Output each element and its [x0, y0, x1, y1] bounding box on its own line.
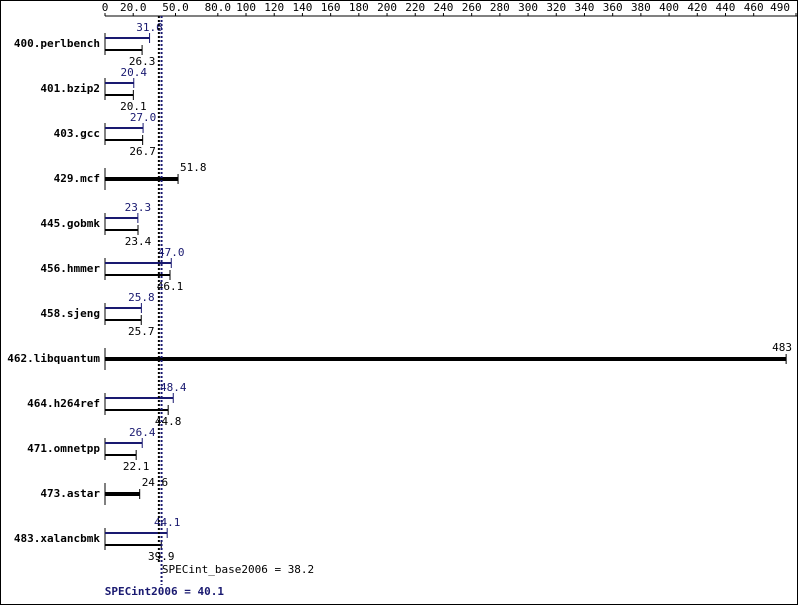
value-label: 26.7 [129, 145, 156, 158]
value-label: 26.3 [129, 55, 156, 68]
value-label: 23.3 [125, 201, 152, 214]
bar [105, 217, 138, 219]
bar [105, 274, 171, 276]
x-tick-label: 440 [716, 1, 736, 14]
x-tick-label: 100 [236, 1, 256, 14]
category-label: 401.bzip2 [40, 82, 100, 95]
value-label: 51.8 [180, 161, 207, 174]
value-label: 25.7 [128, 325, 155, 338]
category-label: 456.hmmer [40, 262, 100, 275]
x-tick-label: 140 [292, 1, 312, 14]
bar [105, 409, 169, 411]
category-label: 473.astar [40, 487, 100, 500]
category-label: 483.xalancbmk [14, 532, 100, 545]
x-tick-label: 0 [102, 1, 109, 14]
bar [105, 544, 162, 546]
x-tick-label: 220 [405, 1, 425, 14]
bar [105, 442, 143, 444]
bar [105, 49, 143, 51]
x-tick-label: 380 [631, 1, 651, 14]
bar [105, 262, 172, 264]
x-tick-label: 320 [546, 1, 566, 14]
value-label: 483 [772, 341, 792, 354]
x-tick-label: 420 [687, 1, 707, 14]
bar [105, 94, 134, 96]
value-label: 31.6 [136, 21, 163, 34]
x-tick-label: 490 [770, 1, 790, 14]
x-tick-label: 180 [349, 1, 369, 14]
bar [105, 454, 137, 456]
bar [105, 319, 142, 321]
bar [105, 307, 142, 309]
bar [105, 229, 138, 231]
category-label: 429.mcf [54, 172, 100, 185]
reference-label: SPECint_base2006 = 38.2 [162, 563, 314, 576]
bar [105, 357, 787, 361]
value-label: 27.0 [130, 111, 157, 124]
x-tick-label: 20.0 [120, 1, 147, 14]
x-tick-label: 160 [321, 1, 341, 14]
bar [105, 127, 144, 129]
x-tick-label: 50.0 [162, 1, 189, 14]
x-tick-label: 460 [744, 1, 764, 14]
value-label: 24.6 [142, 476, 169, 489]
x-tick-label: 260 [462, 1, 482, 14]
x-tick-label: 240 [434, 1, 454, 14]
category-label: 458.sjeng [40, 307, 100, 320]
value-label: 20.1 [120, 100, 147, 113]
x-tick-label: 280 [490, 1, 510, 14]
value-label: 25.8 [128, 291, 155, 304]
category-label: 471.omnetpp [27, 442, 100, 455]
x-tick-label: 360 [603, 1, 623, 14]
x-tick-label: 200 [377, 1, 397, 14]
value-label: 22.1 [123, 460, 150, 473]
bar [105, 82, 134, 84]
value-label: 47.0 [158, 246, 185, 259]
bar [105, 397, 174, 399]
bar [105, 37, 150, 39]
value-label: 48.4 [160, 381, 187, 394]
x-tick-label: 300 [518, 1, 538, 14]
value-label: 26.4 [129, 426, 156, 439]
x-tick-label: 340 [575, 1, 595, 14]
bar [105, 177, 179, 181]
x-tick-label: 80.0 [205, 1, 232, 14]
x-tick-label: 400 [659, 1, 679, 14]
reference-label: SPECint2006 = 40.1 [105, 585, 225, 598]
category-label: 403.gcc [54, 127, 100, 140]
bar [105, 532, 168, 534]
x-tick-label: 120 [264, 1, 284, 14]
category-label: 462.libquantum [7, 352, 100, 365]
bar [105, 492, 140, 496]
category-label: 400.perlbench [14, 37, 100, 50]
bar [105, 139, 143, 141]
category-label: 445.gobmk [40, 217, 100, 230]
category-label: 464.h264ref [27, 397, 100, 410]
value-label: 20.4 [121, 66, 148, 79]
value-label: 23.4 [125, 235, 152, 248]
value-label: 46.1 [157, 280, 184, 293]
